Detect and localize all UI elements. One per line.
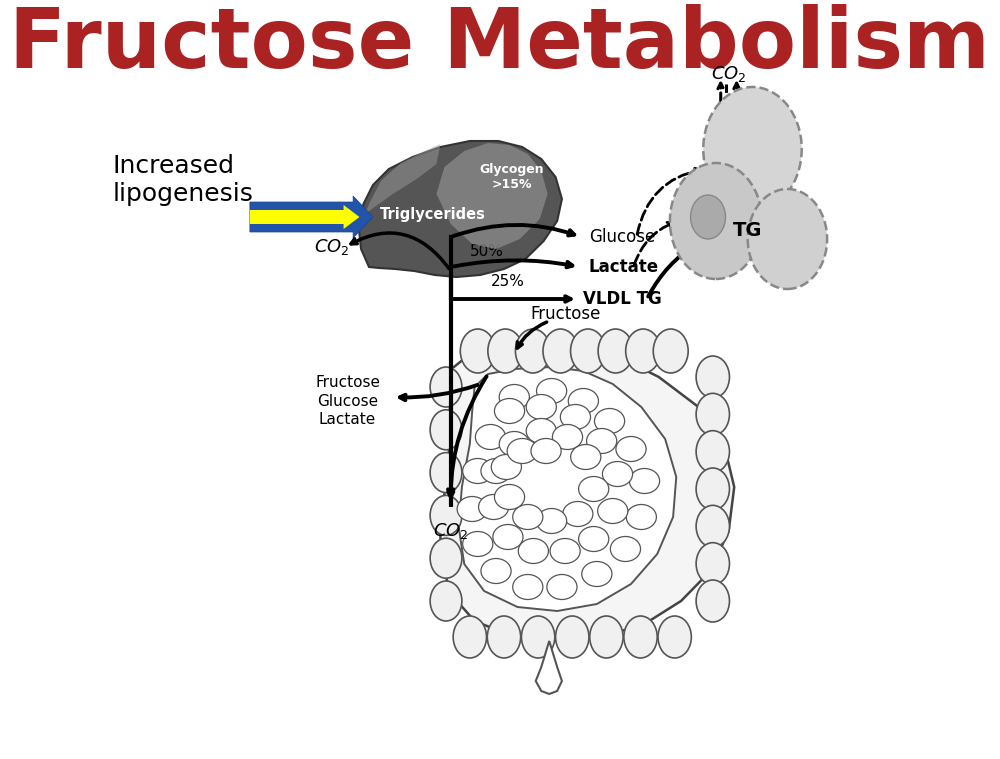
Circle shape: [487, 616, 521, 658]
Ellipse shape: [598, 499, 628, 524]
FancyArrow shape: [250, 205, 359, 229]
Circle shape: [691, 195, 725, 239]
Circle shape: [430, 496, 462, 535]
Ellipse shape: [463, 458, 493, 483]
FancyArrow shape: [250, 196, 373, 238]
Ellipse shape: [481, 458, 511, 483]
Circle shape: [696, 505, 729, 547]
Circle shape: [703, 87, 802, 211]
Ellipse shape: [494, 484, 525, 509]
Ellipse shape: [568, 389, 598, 414]
Circle shape: [430, 367, 462, 407]
Ellipse shape: [560, 405, 591, 430]
Ellipse shape: [499, 385, 529, 410]
Text: 50%: 50%: [708, 130, 745, 148]
Text: TG: TG: [733, 222, 762, 241]
Circle shape: [460, 329, 495, 373]
Ellipse shape: [571, 445, 601, 470]
Text: 50%: 50%: [470, 244, 504, 259]
Circle shape: [453, 616, 487, 658]
Circle shape: [696, 468, 729, 510]
Ellipse shape: [563, 502, 593, 527]
Ellipse shape: [626, 505, 656, 530]
Text: $CO_2$: $CO_2$: [711, 64, 746, 84]
Text: 25%: 25%: [490, 273, 524, 288]
Ellipse shape: [537, 379, 567, 404]
Text: Increased
lipogenesis: Increased lipogenesis: [113, 154, 253, 206]
Ellipse shape: [582, 562, 612, 587]
Ellipse shape: [494, 398, 525, 424]
Circle shape: [748, 189, 827, 289]
Circle shape: [658, 616, 691, 658]
Ellipse shape: [493, 524, 523, 550]
Ellipse shape: [552, 424, 583, 449]
Polygon shape: [459, 367, 676, 611]
Circle shape: [696, 430, 729, 473]
Circle shape: [624, 616, 657, 658]
Circle shape: [430, 538, 462, 578]
Text: Glucose: Glucose: [589, 228, 655, 246]
Polygon shape: [536, 641, 562, 694]
Text: Fructose: Fructose: [530, 305, 600, 323]
Ellipse shape: [550, 538, 580, 563]
Ellipse shape: [475, 424, 506, 449]
Polygon shape: [440, 344, 734, 641]
Text: VLDL TG: VLDL TG: [583, 290, 662, 308]
Circle shape: [598, 329, 633, 373]
Circle shape: [515, 329, 550, 373]
Text: Lactate: Lactate: [589, 258, 659, 276]
Ellipse shape: [579, 527, 609, 552]
Text: $CO_2$: $CO_2$: [314, 237, 349, 257]
Ellipse shape: [481, 559, 511, 584]
Ellipse shape: [602, 461, 633, 487]
Circle shape: [696, 356, 729, 398]
Ellipse shape: [513, 575, 543, 600]
Text: Fructose
Glucose
Lactate: Fructose Glucose Lactate: [315, 375, 380, 427]
Circle shape: [521, 616, 555, 658]
Ellipse shape: [526, 395, 556, 420]
Circle shape: [556, 616, 589, 658]
Circle shape: [430, 581, 462, 621]
Ellipse shape: [513, 505, 543, 530]
Text: $CO_2$: $CO_2$: [433, 521, 469, 541]
Ellipse shape: [479, 495, 509, 519]
Ellipse shape: [587, 429, 617, 453]
Ellipse shape: [457, 496, 487, 521]
Ellipse shape: [499, 432, 529, 456]
Circle shape: [430, 410, 462, 450]
Ellipse shape: [518, 538, 548, 563]
Circle shape: [590, 616, 623, 658]
Text: Triglycerides: Triglycerides: [380, 206, 485, 222]
Ellipse shape: [526, 418, 556, 443]
Text: Glycogen
>15%: Glycogen >15%: [480, 162, 544, 191]
Circle shape: [696, 580, 729, 622]
Circle shape: [626, 329, 661, 373]
Ellipse shape: [537, 509, 567, 534]
Ellipse shape: [531, 439, 561, 464]
Text: Fructose Metabolism: Fructose Metabolism: [9, 4, 990, 85]
Circle shape: [670, 163, 762, 279]
Circle shape: [571, 329, 605, 373]
Ellipse shape: [463, 531, 493, 556]
Polygon shape: [436, 143, 548, 249]
Ellipse shape: [616, 436, 646, 461]
Circle shape: [430, 452, 462, 493]
Circle shape: [543, 329, 578, 373]
Polygon shape: [359, 141, 562, 277]
Ellipse shape: [507, 439, 537, 464]
Ellipse shape: [491, 455, 521, 480]
Polygon shape: [365, 144, 440, 214]
Circle shape: [696, 393, 729, 436]
Ellipse shape: [547, 575, 577, 600]
Ellipse shape: [579, 477, 609, 502]
Circle shape: [696, 543, 729, 584]
Ellipse shape: [594, 408, 625, 433]
Ellipse shape: [610, 537, 641, 562]
Circle shape: [488, 329, 523, 373]
Circle shape: [653, 329, 688, 373]
Ellipse shape: [629, 468, 660, 493]
